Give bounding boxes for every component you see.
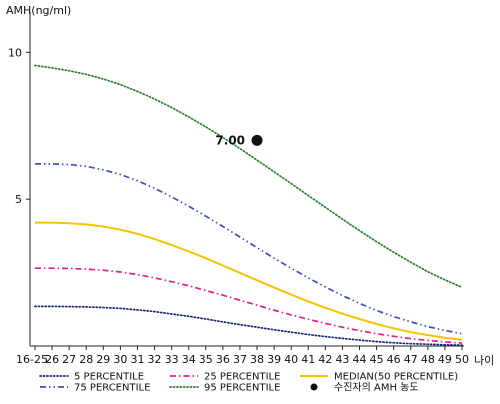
x-tick-label: 41 [301,353,315,366]
patient-value-label: 7.00 [215,133,245,147]
x-tick-label: 49 [438,353,452,366]
percentile-lines [34,64,463,346]
patient-marker-group: 7.00 [215,133,263,147]
x-tick-label: 40 [284,353,298,366]
x-tick-label: 34 [182,353,196,366]
x-tick-label: 29 [96,353,110,366]
patient-point [251,134,263,146]
x-tick-label: 26 [45,353,59,366]
x-tick-label: 45 [370,353,384,366]
x-tick-label: 27 [62,353,76,366]
x-tick-label: 42 [318,353,332,366]
legend-label-2: MEDIAN(50 PERCENTILE) [334,372,458,383]
legend-label-4: 95 PERCENTILE [204,383,280,394]
series-line-2 [35,221,463,341]
x-tick-label: 16-25 [16,353,48,366]
x-tick-label: 28 [79,353,93,366]
chart-legend: 5 PERCENTILE 25 PERCENTILE MEDIAN(50 PERCE… [39,372,458,394]
y-axis-title: AMH(ng/ml) [6,4,71,17]
x-tick-label: 44 [353,353,367,366]
y-tick-label: 5 [15,193,22,206]
legend-patient-swatch [310,383,318,391]
x-tick-label: 39 [267,353,281,366]
x-tick-label: 32 [148,353,162,366]
legend-label-1: 25 PERCENTILE [204,372,280,383]
y-tick-label: 10 [8,46,22,59]
x-tick-label: 31 [130,353,144,366]
x-tick-label: 48 [421,353,435,366]
x-tick-label: 37 [233,353,247,366]
x-tick-label: 50 [455,353,469,366]
x-tick-label: 35 [199,353,213,366]
x-tick-label: 30 [113,353,127,366]
x-tick-label: 36 [216,353,230,366]
x-tick-label: 38 [250,353,264,366]
series-line-4 [34,64,463,289]
x-axis-title: 나이 [474,354,494,367]
x-tick-label: 43 [335,353,349,366]
series-line-1 [35,267,463,344]
legend-label-0: 5 PERCENTILE [74,372,144,383]
legend-patient-label: 수진자의 AMH 농도 [334,382,419,394]
x-tick-label: 47 [404,353,418,366]
series-line-3 [35,163,463,335]
x-tick-label: 46 [387,353,401,366]
x-tick-label: 33 [165,353,179,366]
legend-label-3: 75 PERCENTILE [74,383,150,394]
series-line-0 [34,305,463,346]
